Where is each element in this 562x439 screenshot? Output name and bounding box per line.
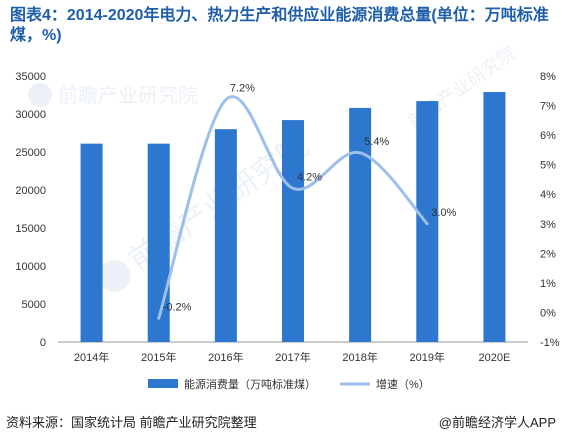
source-note: 资料来源：国家统计局 前瞻产业研究院整理	[6, 415, 257, 430]
right-tick-label: 0%	[540, 307, 556, 319]
legend-bar-label: 能源消费量（万吨标准煤）	[184, 377, 316, 391]
growth-data-label: 3.0%	[431, 207, 456, 219]
legend-bar-swatch	[148, 379, 178, 388]
left-tick-label: 0	[40, 337, 46, 349]
left-tick-label: 20000	[15, 185, 46, 197]
growth-data-label: 5.4%	[364, 136, 389, 148]
left-axis: 0 5000 10000 15000 20000 25000 30000 35000	[15, 71, 46, 349]
bar	[349, 107, 372, 342]
bar	[80, 143, 103, 342]
x-tick-label: 2018年	[342, 350, 377, 364]
bar	[483, 91, 506, 343]
x-tick-label: 2015年	[141, 350, 176, 364]
x-tick-label: 2017年	[275, 350, 310, 364]
growth-data-label: 7.2%	[230, 83, 255, 95]
right-tick-label: 8%	[540, 71, 556, 83]
right-tick-label: 7%	[540, 101, 556, 113]
left-tick-label: 30000	[15, 109, 46, 121]
brand-credit: @前瞻经济学人APP	[438, 415, 556, 430]
right-axis: -1% 0% 1% 2% 3% 4% 5% 6% 7% 8%	[540, 71, 560, 349]
growth-line	[157, 95, 429, 320]
legend: 能源消费量（万吨标准煤） 增速（%）	[148, 377, 430, 391]
right-tick-label: 1%	[540, 278, 556, 290]
left-tick-label: 10000	[15, 261, 46, 273]
right-tick-label: 2%	[540, 248, 556, 260]
growth-data-label: 4.2%	[297, 171, 322, 183]
x-axis: 2014年 2015年 2016年 2017年 2018年 2019年 2020E	[58, 341, 528, 364]
x-tick-label: 2014年	[74, 350, 109, 364]
growth-data-label: -0.2%	[163, 301, 192, 313]
legend-line-label: 增速（%）	[376, 377, 430, 391]
right-tick-label: 6%	[540, 130, 556, 142]
x-tick-label: 2019年	[410, 350, 445, 364]
chart-title: 图表4：2014-2020年电力、热力生产和供应业能源消费总量(单位：万吨标准煤…	[10, 7, 549, 44]
growth-curve	[157, 95, 429, 320]
x-tick-label: 2016年	[208, 350, 243, 364]
growth-labels: -0.2% 7.2% 4.2% 5.4% 3.0%	[163, 83, 457, 314]
right-tick-label: 5%	[540, 160, 556, 172]
left-tick-label: 5000	[22, 299, 46, 311]
right-tick-label: 3%	[540, 219, 556, 231]
chart: 0 5000 10000 15000 20000 25000 30000 35000 -1% 0…	[15, 71, 560, 391]
left-tick-label: 15000	[15, 223, 46, 235]
x-tick-label: 2020E	[479, 352, 511, 364]
footer: 资料来源：国家统计局 前瞻产业研究院整理 @前瞻经济学人APP	[0, 404, 562, 439]
bars	[80, 91, 506, 343]
bar	[214, 129, 237, 342]
right-tick-label: -1%	[540, 337, 560, 349]
right-tick-label: 4%	[540, 189, 556, 201]
bar	[282, 120, 304, 342]
left-tick-label: 25000	[15, 147, 46, 159]
left-tick-label: 35000	[15, 71, 46, 83]
